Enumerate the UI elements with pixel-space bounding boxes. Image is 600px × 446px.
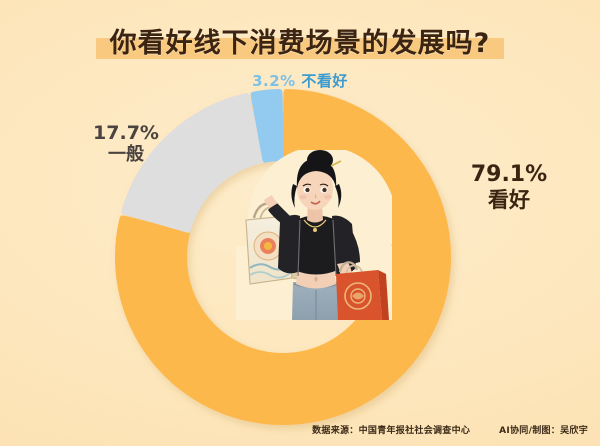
footer-credit: AI协同/制图：吴欣宇 — [499, 426, 588, 436]
label-neutral-pct: 17.7% — [93, 122, 159, 144]
label-neutral-name: 一般 — [108, 143, 144, 165]
label-neutral: 17.7% 一般 — [74, 122, 178, 166]
illustration-woman-shopping — [236, 150, 392, 320]
label-positive: 79.1% 看好 — [446, 162, 572, 213]
footer: 数据来源：中国青年报社社会调查中心 AI协同/制图：吴欣宇 — [0, 423, 588, 436]
label-negative-name: 不看好 — [301, 72, 348, 90]
donut-slice-不看好[interactable] — [250, 89, 284, 163]
footer-source: 数据来源：中国青年报社社会调查中心 — [312, 426, 471, 436]
donut-slice-一般[interactable] — [121, 93, 265, 233]
label-negative-pct: 3.2% — [252, 72, 296, 90]
title-highlight-band — [96, 38, 504, 59]
title-text: 你看好线下消费场景的发展吗? — [109, 27, 491, 59]
label-negative: 3.2% 不看好 — [0, 70, 600, 91]
label-positive-name: 看好 — [488, 187, 530, 212]
page-title: 你看好线下消费场景的发展吗? — [0, 14, 600, 66]
label-positive-pct: 79.1% — [470, 162, 548, 187]
